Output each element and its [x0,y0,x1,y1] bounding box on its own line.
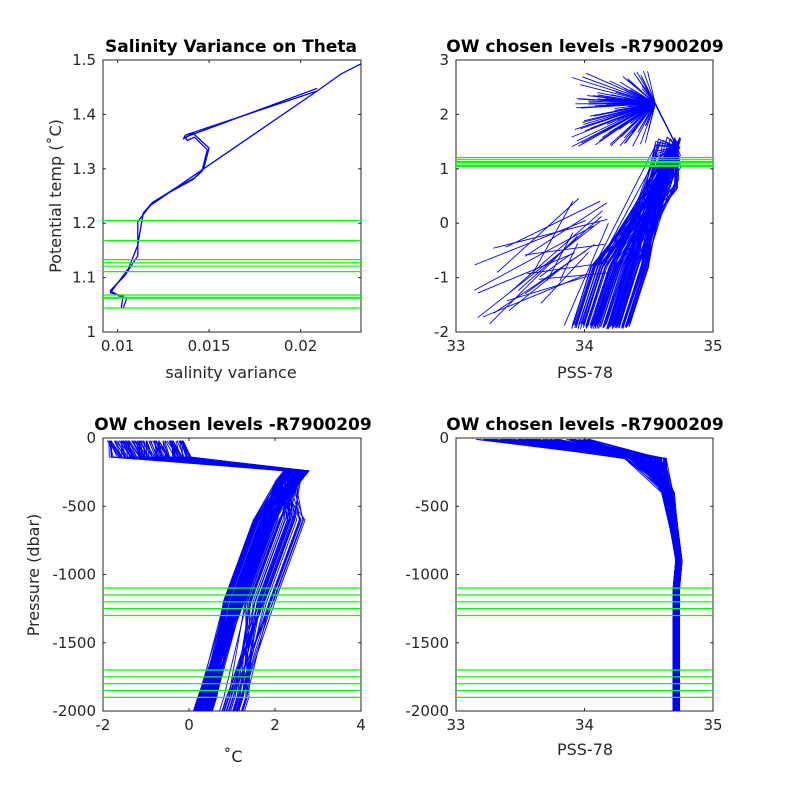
profile-line [610,103,678,327]
y-tick-label: -2000 [52,702,96,720]
y-tick-label: -2 [434,323,449,341]
profile-line [477,252,575,294]
panel-salinity-pressure: OW chosen levels -R7900209 PSS-78 33 34 35… [405,415,723,759]
profile-line [489,235,578,325]
y-tick-label: 1.5 [72,51,96,69]
y-tick-label: 0 [439,214,449,232]
y-tick-label: 0 [86,429,96,447]
x-axis-label: PSS-78 [557,740,613,759]
x-tick-label: 4 [356,716,366,734]
y-tick-label: 3 [439,51,449,69]
panel-title: OW chosen levels -R7900209 [446,415,723,435]
profile-line [538,272,608,280]
profile-line [158,440,305,711]
y-axis-label: Pressure (dbar) [24,514,43,637]
panel-title: OW chosen levels -R7900209 [446,37,723,57]
profile-line [115,440,292,711]
y-tick-label: -500 [62,497,96,515]
x-tick-label: 2 [270,716,280,734]
plot-area [102,59,362,333]
x-axis-label: PSS-78 [557,363,613,382]
plot-content [103,440,361,711]
x-tick-label: 34 [575,716,594,734]
y-tick-label: 1 [439,160,449,178]
profile-line [585,103,678,329]
y-tick-label: 2 [439,105,449,123]
profile-line [124,440,308,711]
panel-title: Salinity Variance on Theta [105,37,357,57]
series-line [150,87,318,206]
panel-salinity-variance: Salinity Variance on Theta salinity vari… [46,37,362,382]
y-tick-label: -1500 [52,634,96,652]
profile-line [496,198,580,273]
profile-line [505,200,601,248]
x-axis-label: ˚C [223,747,242,766]
profile-line [578,103,678,326]
profile-line [532,200,574,274]
profile-line [509,210,603,293]
y-tick-label: -1000 [52,566,96,584]
plot-content [456,70,713,330]
profile-line [477,221,600,319]
profile-line [506,276,587,302]
x-tick-label: 33 [446,716,465,734]
profile-line [182,440,290,711]
profile-line [592,95,678,328]
profile-line [482,273,588,318]
x-tick-label: 33 [446,337,465,355]
y-tick-label: 1.4 [72,105,96,123]
plot-content [103,63,361,309]
y-tick-label: 1.3 [72,160,96,178]
x-tick-label: 0.01 [101,337,134,355]
profile-line [540,252,589,304]
profile-line [493,250,587,314]
x-tick-label: 0 [184,716,194,734]
y-tick-label: -1000 [405,566,449,584]
y-tick-label: -1500 [405,634,449,652]
profile-line [527,262,607,275]
y-tick-label: 1 [86,323,96,341]
y-tick-label: -2000 [405,702,449,720]
plot-content [456,438,713,711]
profile-line [596,91,678,325]
y-tick-label: 1.1 [72,269,96,287]
profile-line [493,218,608,249]
x-tick-label: 0.015 [188,337,231,355]
y-tick-label: 1.2 [72,214,96,232]
panel-salinity-theta: OW chosen levels -R7900209 PSS-78 33 34 35… [434,37,724,382]
plot-area [102,437,362,712]
panel-title: OW chosen levels -R7900209 [94,415,371,435]
x-tick-label: 0.02 [284,337,317,355]
profile-line [172,440,292,711]
profile-line [583,103,678,328]
x-tick-label: 35 [703,337,722,355]
y-tick-label: -500 [415,497,449,515]
profile-line [181,440,306,711]
x-axis-label: salinity variance [165,363,296,382]
y-tick-label: 0 [439,429,449,447]
profile-line [524,202,608,257]
profile-line [473,225,594,291]
x-tick-label: -2 [96,716,111,734]
profile-line [508,259,573,311]
y-tick-label: -1 [434,269,449,287]
x-tick-label: 35 [703,716,722,734]
panel-temperature-pressure: OW chosen levels -R7900209 ˚C Pressure (… [24,415,372,766]
x-tick-label: 34 [575,337,594,355]
y-axis-label: Potential temp (˚C) [46,119,65,273]
